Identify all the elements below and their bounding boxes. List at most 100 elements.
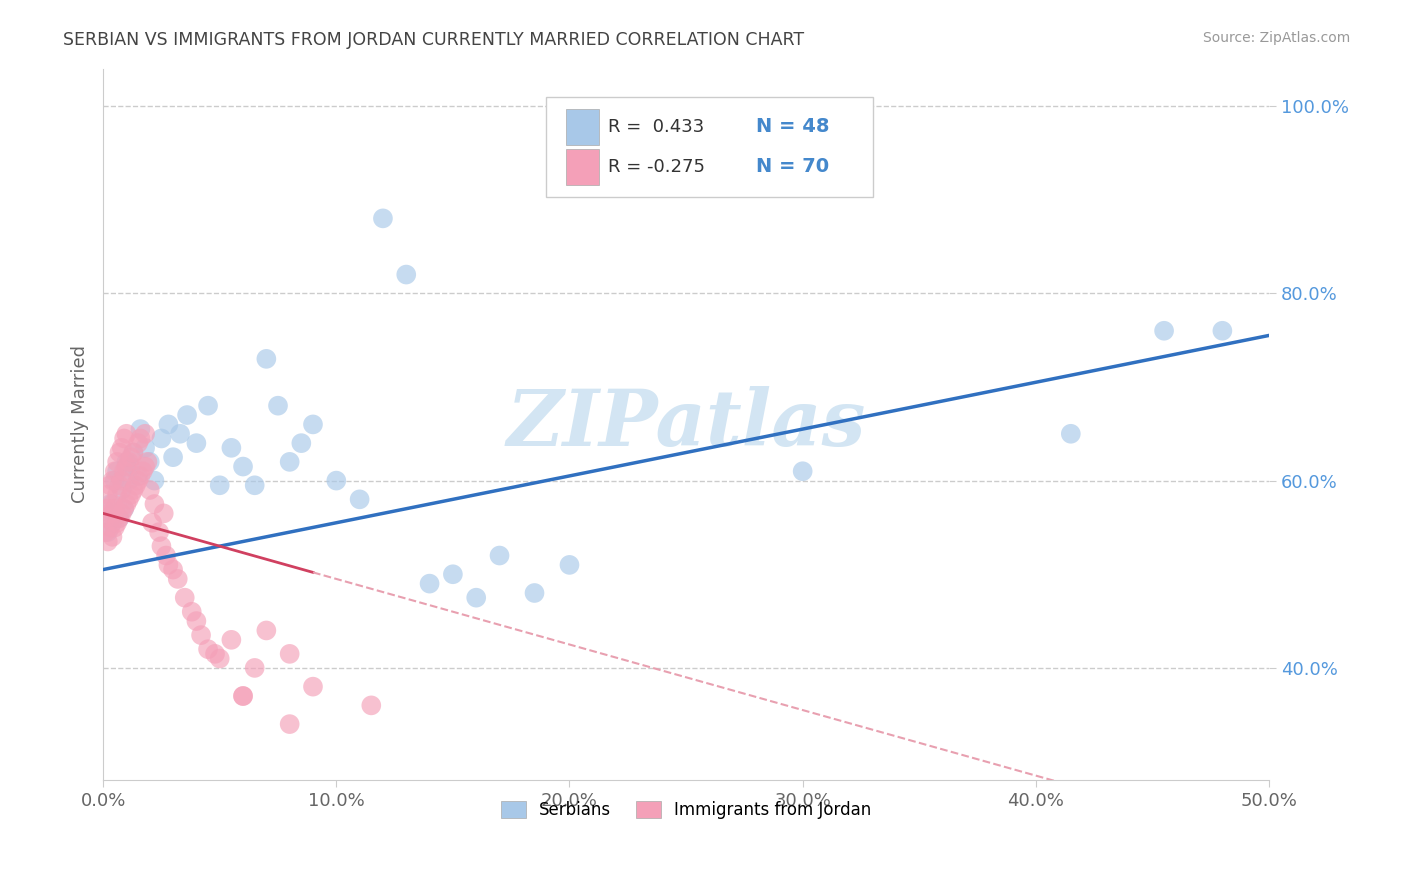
Point [523, 586, 546, 600]
Point [278, 455, 301, 469]
Point [162, 563, 184, 577]
Point [197, 399, 219, 413]
Point [254, 351, 277, 366]
Point [108, 511, 131, 525]
Point [129, 422, 152, 436]
Point [105, 464, 128, 478]
Point [112, 432, 135, 446]
Y-axis label: Currently Married: Currently Married [72, 345, 89, 503]
Point [108, 511, 131, 525]
Point [278, 717, 301, 731]
Point [768, 164, 790, 178]
Point [371, 211, 394, 226]
Point [221, 441, 243, 455]
Point [157, 417, 180, 432]
Point [197, 642, 219, 657]
Point [120, 488, 142, 502]
Point [1211, 324, 1233, 338]
Point [204, 647, 226, 661]
Point [148, 525, 170, 540]
Point [129, 432, 152, 446]
Point [134, 426, 156, 441]
Point [139, 483, 162, 497]
Point [118, 474, 141, 488]
Point [111, 507, 134, 521]
Point [112, 501, 135, 516]
Point [97, 534, 120, 549]
Point [97, 525, 120, 540]
FancyBboxPatch shape [546, 97, 873, 196]
Point [94, 525, 117, 540]
Point [97, 488, 120, 502]
Point [143, 497, 166, 511]
Point [465, 591, 488, 605]
FancyBboxPatch shape [567, 149, 599, 185]
Point [122, 445, 145, 459]
Point [186, 614, 208, 628]
Point [94, 511, 117, 525]
Point [180, 605, 202, 619]
Point [98, 520, 121, 534]
Point [150, 539, 173, 553]
Point [127, 469, 149, 483]
Point [360, 698, 382, 713]
Point [186, 436, 208, 450]
Point [232, 459, 254, 474]
Point [101, 530, 124, 544]
Point [208, 651, 231, 665]
Point [111, 474, 134, 488]
Point [115, 426, 138, 441]
Point [101, 474, 124, 488]
Text: N = 70: N = 70 [756, 157, 830, 177]
Legend: Serbians, Immigrants from Jordan: Serbians, Immigrants from Jordan [494, 794, 879, 825]
Point [122, 445, 145, 459]
Point [111, 483, 134, 497]
Point [127, 436, 149, 450]
Point [150, 432, 173, 446]
Point [112, 501, 135, 516]
Point [104, 520, 127, 534]
Point [166, 572, 188, 586]
Point [169, 426, 191, 441]
Point [290, 436, 312, 450]
Point [101, 516, 124, 530]
Point [122, 483, 145, 497]
Point [302, 417, 325, 432]
Point [98, 497, 121, 511]
Point [243, 478, 266, 492]
Point [127, 474, 149, 488]
Point [278, 647, 301, 661]
Text: R =  0.433: R = 0.433 [607, 118, 704, 136]
Point [98, 507, 121, 521]
Point [101, 497, 124, 511]
Point [115, 455, 138, 469]
Point [120, 450, 142, 465]
Point [108, 445, 131, 459]
Point [152, 507, 174, 521]
Point [395, 268, 418, 282]
Point [129, 469, 152, 483]
Point [97, 501, 120, 516]
Point [134, 459, 156, 474]
Point [162, 450, 184, 465]
Point [1153, 324, 1175, 338]
Point [792, 464, 814, 478]
Point [441, 567, 464, 582]
Point [118, 455, 141, 469]
Point [105, 516, 128, 530]
Point [143, 474, 166, 488]
Point [141, 516, 163, 530]
Text: R = -0.275: R = -0.275 [607, 158, 704, 176]
Point [155, 549, 177, 563]
Point [134, 441, 156, 455]
Point [105, 455, 128, 469]
Point [243, 661, 266, 675]
Text: SERBIAN VS IMMIGRANTS FROM JORDAN CURRENTLY MARRIED CORRELATION CHART: SERBIAN VS IMMIGRANTS FROM JORDAN CURREN… [63, 31, 804, 49]
Point [190, 628, 212, 642]
Point [125, 478, 148, 492]
Text: ZIPatlas: ZIPatlas [506, 386, 866, 463]
Text: Source: ZipAtlas.com: Source: ZipAtlas.com [1202, 31, 1350, 45]
Point [419, 576, 441, 591]
Point [120, 459, 142, 474]
Point [108, 478, 131, 492]
